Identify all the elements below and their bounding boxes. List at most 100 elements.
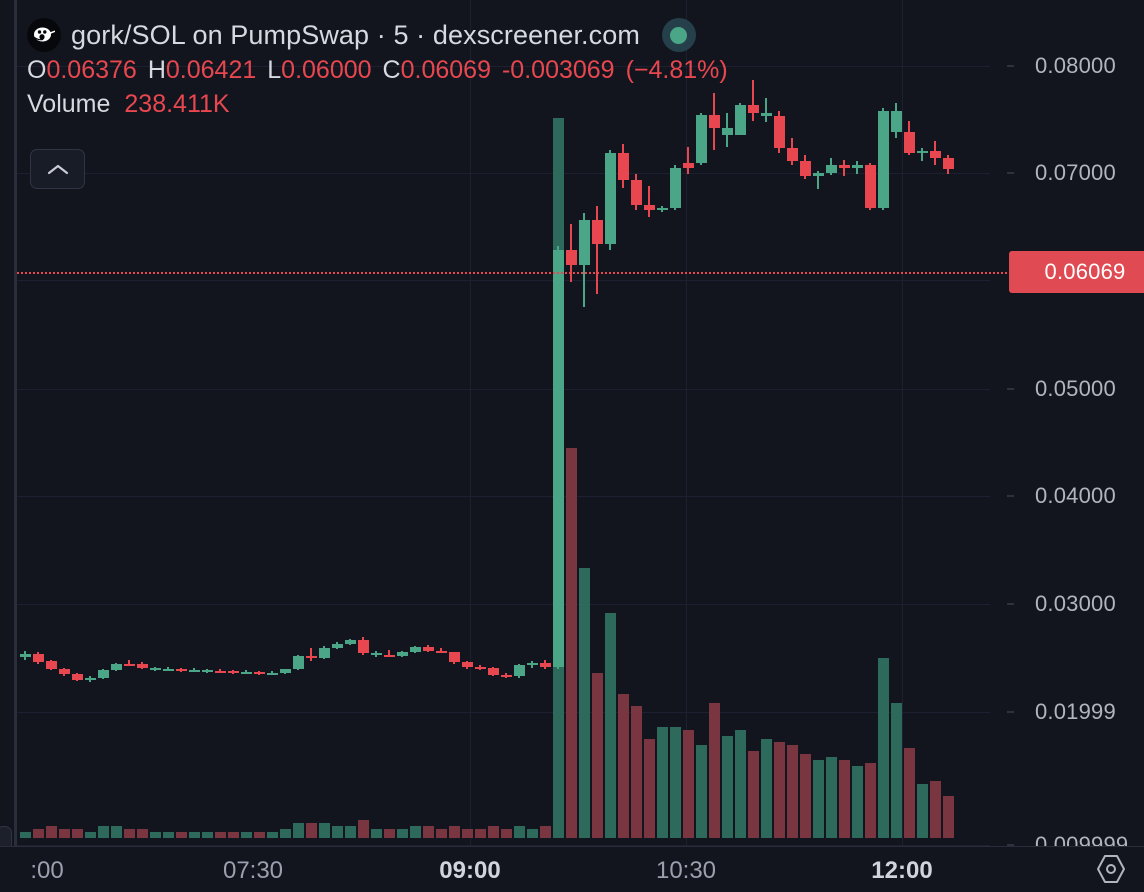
current-price-badge[interactable]: 0.06069 — [1009, 251, 1144, 293]
volume-bar — [383, 829, 395, 838]
candle-body — [773, 116, 785, 149]
candle-body — [656, 208, 668, 211]
price-tick-mark — [1007, 388, 1014, 390]
candle-body — [591, 220, 603, 244]
volume-bar — [461, 829, 473, 838]
candle-body — [747, 105, 759, 114]
candle-body — [240, 671, 252, 674]
time-axis-label: 09:00 — [439, 857, 501, 884]
volume-bar — [292, 823, 304, 838]
volume-bar — [747, 751, 759, 838]
candle-body — [253, 672, 265, 675]
price-tick-mark — [1007, 844, 1014, 846]
volume-bar — [669, 727, 681, 838]
volume-bar — [435, 829, 447, 838]
candle-body — [370, 653, 382, 656]
low-label: L — [267, 56, 282, 84]
volume-bar — [500, 829, 512, 838]
candle-body — [110, 664, 122, 671]
candle-body — [422, 647, 434, 651]
candle-body — [903, 132, 915, 153]
candle-body — [201, 670, 213, 673]
time-axis-label: :00 — [30, 857, 64, 884]
price-scale[interactable]: 0.08000 0.07000 0.05000 0.04000 0.03000 0.019… — [1007, 0, 1144, 846]
gork-token-logo-icon — [27, 18, 61, 52]
volume-bar — [903, 748, 915, 838]
candle-body — [916, 150, 928, 153]
volume-bar — [253, 832, 265, 838]
candle-body — [292, 656, 304, 670]
volume-bar — [84, 832, 96, 838]
volume-bar — [643, 739, 655, 838]
candle-body — [58, 668, 70, 675]
volume-bar — [409, 826, 421, 838]
volume-bar — [851, 766, 863, 838]
volume-bar — [916, 784, 928, 838]
candle-body — [396, 652, 408, 657]
candle-body — [45, 661, 57, 669]
volume-bar — [838, 760, 850, 838]
candle-body — [669, 167, 681, 209]
volume-bar — [656, 727, 668, 838]
chevron-up-icon — [47, 164, 68, 174]
horizontal-gridline — [17, 389, 990, 390]
candle-wick — [648, 186, 650, 217]
volume-bar — [344, 826, 356, 838]
candle-body — [695, 114, 707, 163]
horizontal-gridline — [17, 173, 990, 174]
candle-body — [565, 249, 577, 266]
candle-body — [929, 150, 941, 159]
volume-bar — [357, 820, 369, 838]
volume-bar — [708, 703, 720, 838]
current-price-line — [17, 272, 1007, 274]
volume-bar — [630, 706, 642, 838]
price-axis-label: 0.03000 — [1035, 591, 1116, 616]
collapse-legend-button[interactable] — [30, 149, 85, 189]
volume-bar — [539, 826, 551, 838]
volume-bar — [266, 832, 278, 838]
candle-body — [435, 650, 447, 653]
candle-body — [786, 148, 798, 162]
volume-bar — [734, 730, 746, 838]
candle-body — [864, 164, 876, 208]
volume-bar — [97, 826, 109, 838]
candle-body — [812, 172, 824, 177]
left-gutter-inner — [0, 0, 14, 846]
volume-bar — [604, 613, 616, 838]
change-percent: (−4.81%) — [625, 56, 728, 84]
time-axis[interactable]: :00 07:30 09:00 10:30 12:00 — [0, 846, 1144, 892]
candle-body — [799, 161, 811, 177]
candle-wick — [596, 206, 598, 295]
volume-bar — [58, 829, 70, 838]
crosshair-hexagon-icon[interactable] — [1093, 851, 1129, 887]
candle-body — [851, 164, 863, 168]
candle-body — [500, 674, 512, 677]
candle-body — [552, 249, 564, 668]
candle-body — [227, 671, 239, 674]
legend-title-row: gork/SOL on PumpSwap · 5 · dexscreener.c… — [27, 14, 728, 56]
candle-body — [604, 152, 616, 244]
high-value: 0.06421 — [165, 56, 257, 84]
open-label: O — [27, 56, 47, 84]
candle-body — [84, 677, 96, 680]
volume-bar — [136, 829, 148, 838]
vertical-gridline — [902, 0, 903, 846]
candle-wick — [388, 650, 390, 658]
volume-bar — [227, 832, 239, 838]
candle-body — [266, 672, 278, 675]
chart-pane[interactable]: 0.08000 0.07000 0.05000 0.04000 0.03000 0.019… — [17, 0, 1144, 846]
volume-bar — [240, 832, 252, 838]
volume-bar — [188, 832, 200, 838]
candle-body — [162, 668, 174, 671]
time-axis-label: 10:30 — [655, 857, 717, 884]
candle-body — [526, 663, 538, 666]
candle-body — [149, 668, 161, 671]
chart-title: gork/SOL on PumpSwap · 5 · dexscreener.c… — [71, 19, 640, 50]
candle-body — [97, 670, 109, 678]
volume-row: Volume 238.411K — [27, 90, 728, 124]
volume-bar — [279, 829, 291, 838]
candle-body — [630, 180, 642, 205]
candle-body — [474, 667, 486, 670]
candle-body — [188, 669, 200, 672]
candle-body — [331, 643, 343, 648]
